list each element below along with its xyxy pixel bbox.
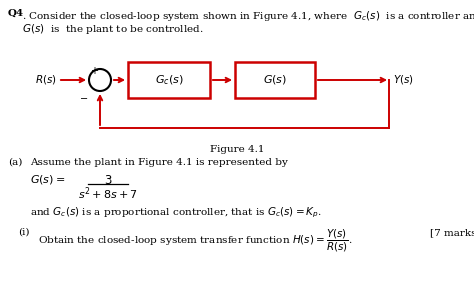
Text: Obtain the closed-loop system transfer function $H(s)=\dfrac{Y(s)}{R(s)}$.: Obtain the closed-loop system transfer f… — [38, 228, 353, 254]
Text: (a): (a) — [8, 158, 22, 167]
Bar — [128, 62, 210, 98]
Text: . Consider the closed-loop system shown in Figure 4.1, where  $G_c(s)$  is a con: . Consider the closed-loop system shown … — [22, 9, 474, 23]
Text: $3$: $3$ — [104, 174, 112, 187]
Bar — [235, 62, 315, 98]
Text: $G(s)$: $G(s)$ — [263, 74, 287, 86]
Text: $G(s)$  is  the plant to be controlled.: $G(s)$ is the plant to be controlled. — [22, 22, 204, 36]
Text: $G_c(s)$: $G_c(s)$ — [155, 73, 183, 87]
Text: $G(s)=$: $G(s)=$ — [30, 174, 65, 187]
Text: $Y(s)$: $Y(s)$ — [393, 74, 414, 86]
Text: [7 marks]: [7 marks] — [430, 228, 474, 237]
Text: Assume the plant in Figure 4.1 is represented by: Assume the plant in Figure 4.1 is repres… — [30, 158, 288, 167]
Text: (i): (i) — [18, 228, 29, 237]
Text: Q4: Q4 — [8, 9, 24, 18]
Text: +: + — [90, 66, 98, 76]
Text: Figure 4.1: Figure 4.1 — [210, 145, 264, 154]
Text: $s^2+8s+7$: $s^2+8s+7$ — [78, 185, 138, 201]
Text: and $G_c(s)$ is a proportional controller, that is $G_c(s)=K_p$.: and $G_c(s)$ is a proportional controlle… — [30, 206, 322, 220]
Text: $R(s)$: $R(s)$ — [35, 74, 57, 86]
Text: $-$: $-$ — [79, 92, 88, 102]
